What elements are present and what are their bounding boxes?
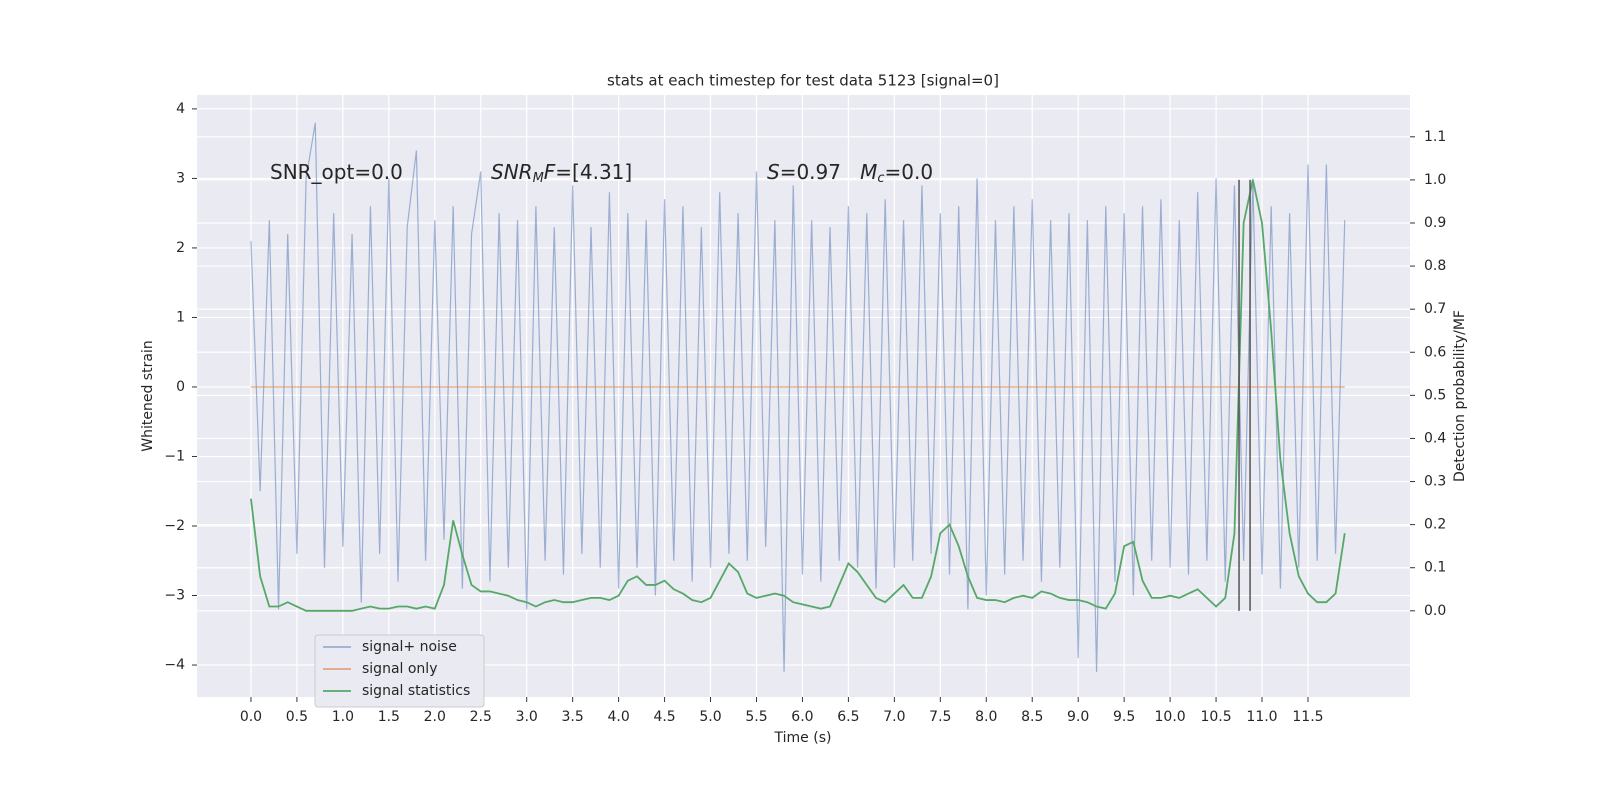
annotation-part: SNR_opt=0.0 bbox=[270, 160, 403, 184]
y2-tick-label: 1.0 bbox=[1424, 172, 1446, 188]
y2-tick-label: 0.9 bbox=[1424, 215, 1446, 231]
annotation-part: F bbox=[544, 160, 556, 184]
y2-tick-label: 1.1 bbox=[1424, 129, 1446, 145]
x-tick-label: 11.0 bbox=[1246, 709, 1277, 725]
x-tick-label: 7.0 bbox=[883, 709, 905, 725]
legend-label: signal+ noise bbox=[362, 639, 457, 655]
x-tick-label: 11.5 bbox=[1292, 709, 1323, 725]
annotation-part: M bbox=[533, 171, 544, 186]
y-tick-label: −2 bbox=[164, 518, 185, 534]
x-tick-label: 1.0 bbox=[332, 709, 354, 725]
y-tick-label: 0 bbox=[176, 379, 185, 395]
y2-tick-label: 0.1 bbox=[1424, 560, 1446, 576]
y2-tick-label: 0.5 bbox=[1424, 387, 1446, 403]
annotation-part: SNR bbox=[491, 160, 533, 184]
x-tick-label: 8.5 bbox=[1021, 709, 1043, 725]
y2-tick-label: 0.3 bbox=[1424, 474, 1446, 490]
x-tick-label: 10.5 bbox=[1200, 709, 1231, 725]
annotation: S=0.97 Mc=0.0 bbox=[767, 160, 933, 186]
legend-label: signal only bbox=[362, 661, 437, 677]
series-line bbox=[250, 179, 1346, 612]
x-tick-label: 2.0 bbox=[424, 709, 446, 725]
annotation: SNR_opt=0.0 bbox=[270, 160, 403, 184]
y2-tick-label: 0.6 bbox=[1424, 344, 1446, 360]
plot-area bbox=[197, 95, 1410, 697]
x-tick-label: 3.0 bbox=[516, 709, 538, 725]
x-tick-label: 1.5 bbox=[378, 709, 400, 725]
annotation-part: S bbox=[767, 160, 780, 184]
x-tick-label: 5.0 bbox=[699, 709, 721, 725]
y-tick-label: 3 bbox=[176, 170, 185, 186]
y-tick-label: −1 bbox=[164, 448, 185, 464]
x-tick-label: 9.5 bbox=[1113, 709, 1135, 725]
y2-tick-label: 0.2 bbox=[1424, 517, 1446, 533]
y-tick-label: 2 bbox=[176, 240, 185, 256]
x-tick-label: 7.5 bbox=[929, 709, 951, 725]
y2-tick-label: 0.0 bbox=[1424, 603, 1446, 619]
chart-title: stats at each timestep for test data 512… bbox=[607, 72, 999, 90]
annotation-part: M bbox=[860, 160, 877, 184]
y-tick-label: 4 bbox=[176, 101, 185, 117]
y-tick-label: −3 bbox=[164, 588, 185, 604]
annotation: SNRMF=[4.31] bbox=[491, 160, 632, 186]
x-tick-label: 0.5 bbox=[286, 709, 308, 725]
x-tick-label: 5.5 bbox=[745, 709, 767, 725]
x-tick-label: 4.0 bbox=[607, 709, 629, 725]
annotation-part: c bbox=[877, 171, 884, 186]
y2-axis-label: Detection probability/MF bbox=[1452, 310, 1468, 482]
x-tick-label: 8.0 bbox=[975, 709, 997, 725]
legend-box bbox=[314, 634, 485, 708]
y-tick-label: 1 bbox=[176, 309, 185, 325]
y2-tick-label: 0.8 bbox=[1424, 258, 1446, 274]
y2-tick-label: 0.4 bbox=[1424, 430, 1446, 446]
y-tick-label: −4 bbox=[164, 657, 185, 673]
annotation-part: =[4.31] bbox=[555, 160, 632, 184]
x-tick-label: 3.5 bbox=[562, 709, 584, 725]
x-axis-label: Time (s) bbox=[774, 730, 832, 746]
x-tick-label: 6.5 bbox=[837, 709, 859, 725]
x-tick-label: 0.0 bbox=[240, 709, 262, 725]
x-tick-label: 4.5 bbox=[653, 709, 675, 725]
x-tick-label: 6.0 bbox=[791, 709, 813, 725]
x-tick-label: 9.0 bbox=[1067, 709, 1089, 725]
annotation-part: =0.97 bbox=[780, 160, 860, 184]
legend-label: signal statistics bbox=[362, 683, 470, 699]
y-axis-label: Whitened strain bbox=[140, 340, 156, 451]
x-tick-label: 2.5 bbox=[470, 709, 492, 725]
x-tick-label: 10.0 bbox=[1155, 709, 1186, 725]
series-line bbox=[250, 122, 1346, 672]
annotation-part: =0.0 bbox=[885, 160, 934, 184]
y2-tick-label: 0.7 bbox=[1424, 301, 1446, 317]
